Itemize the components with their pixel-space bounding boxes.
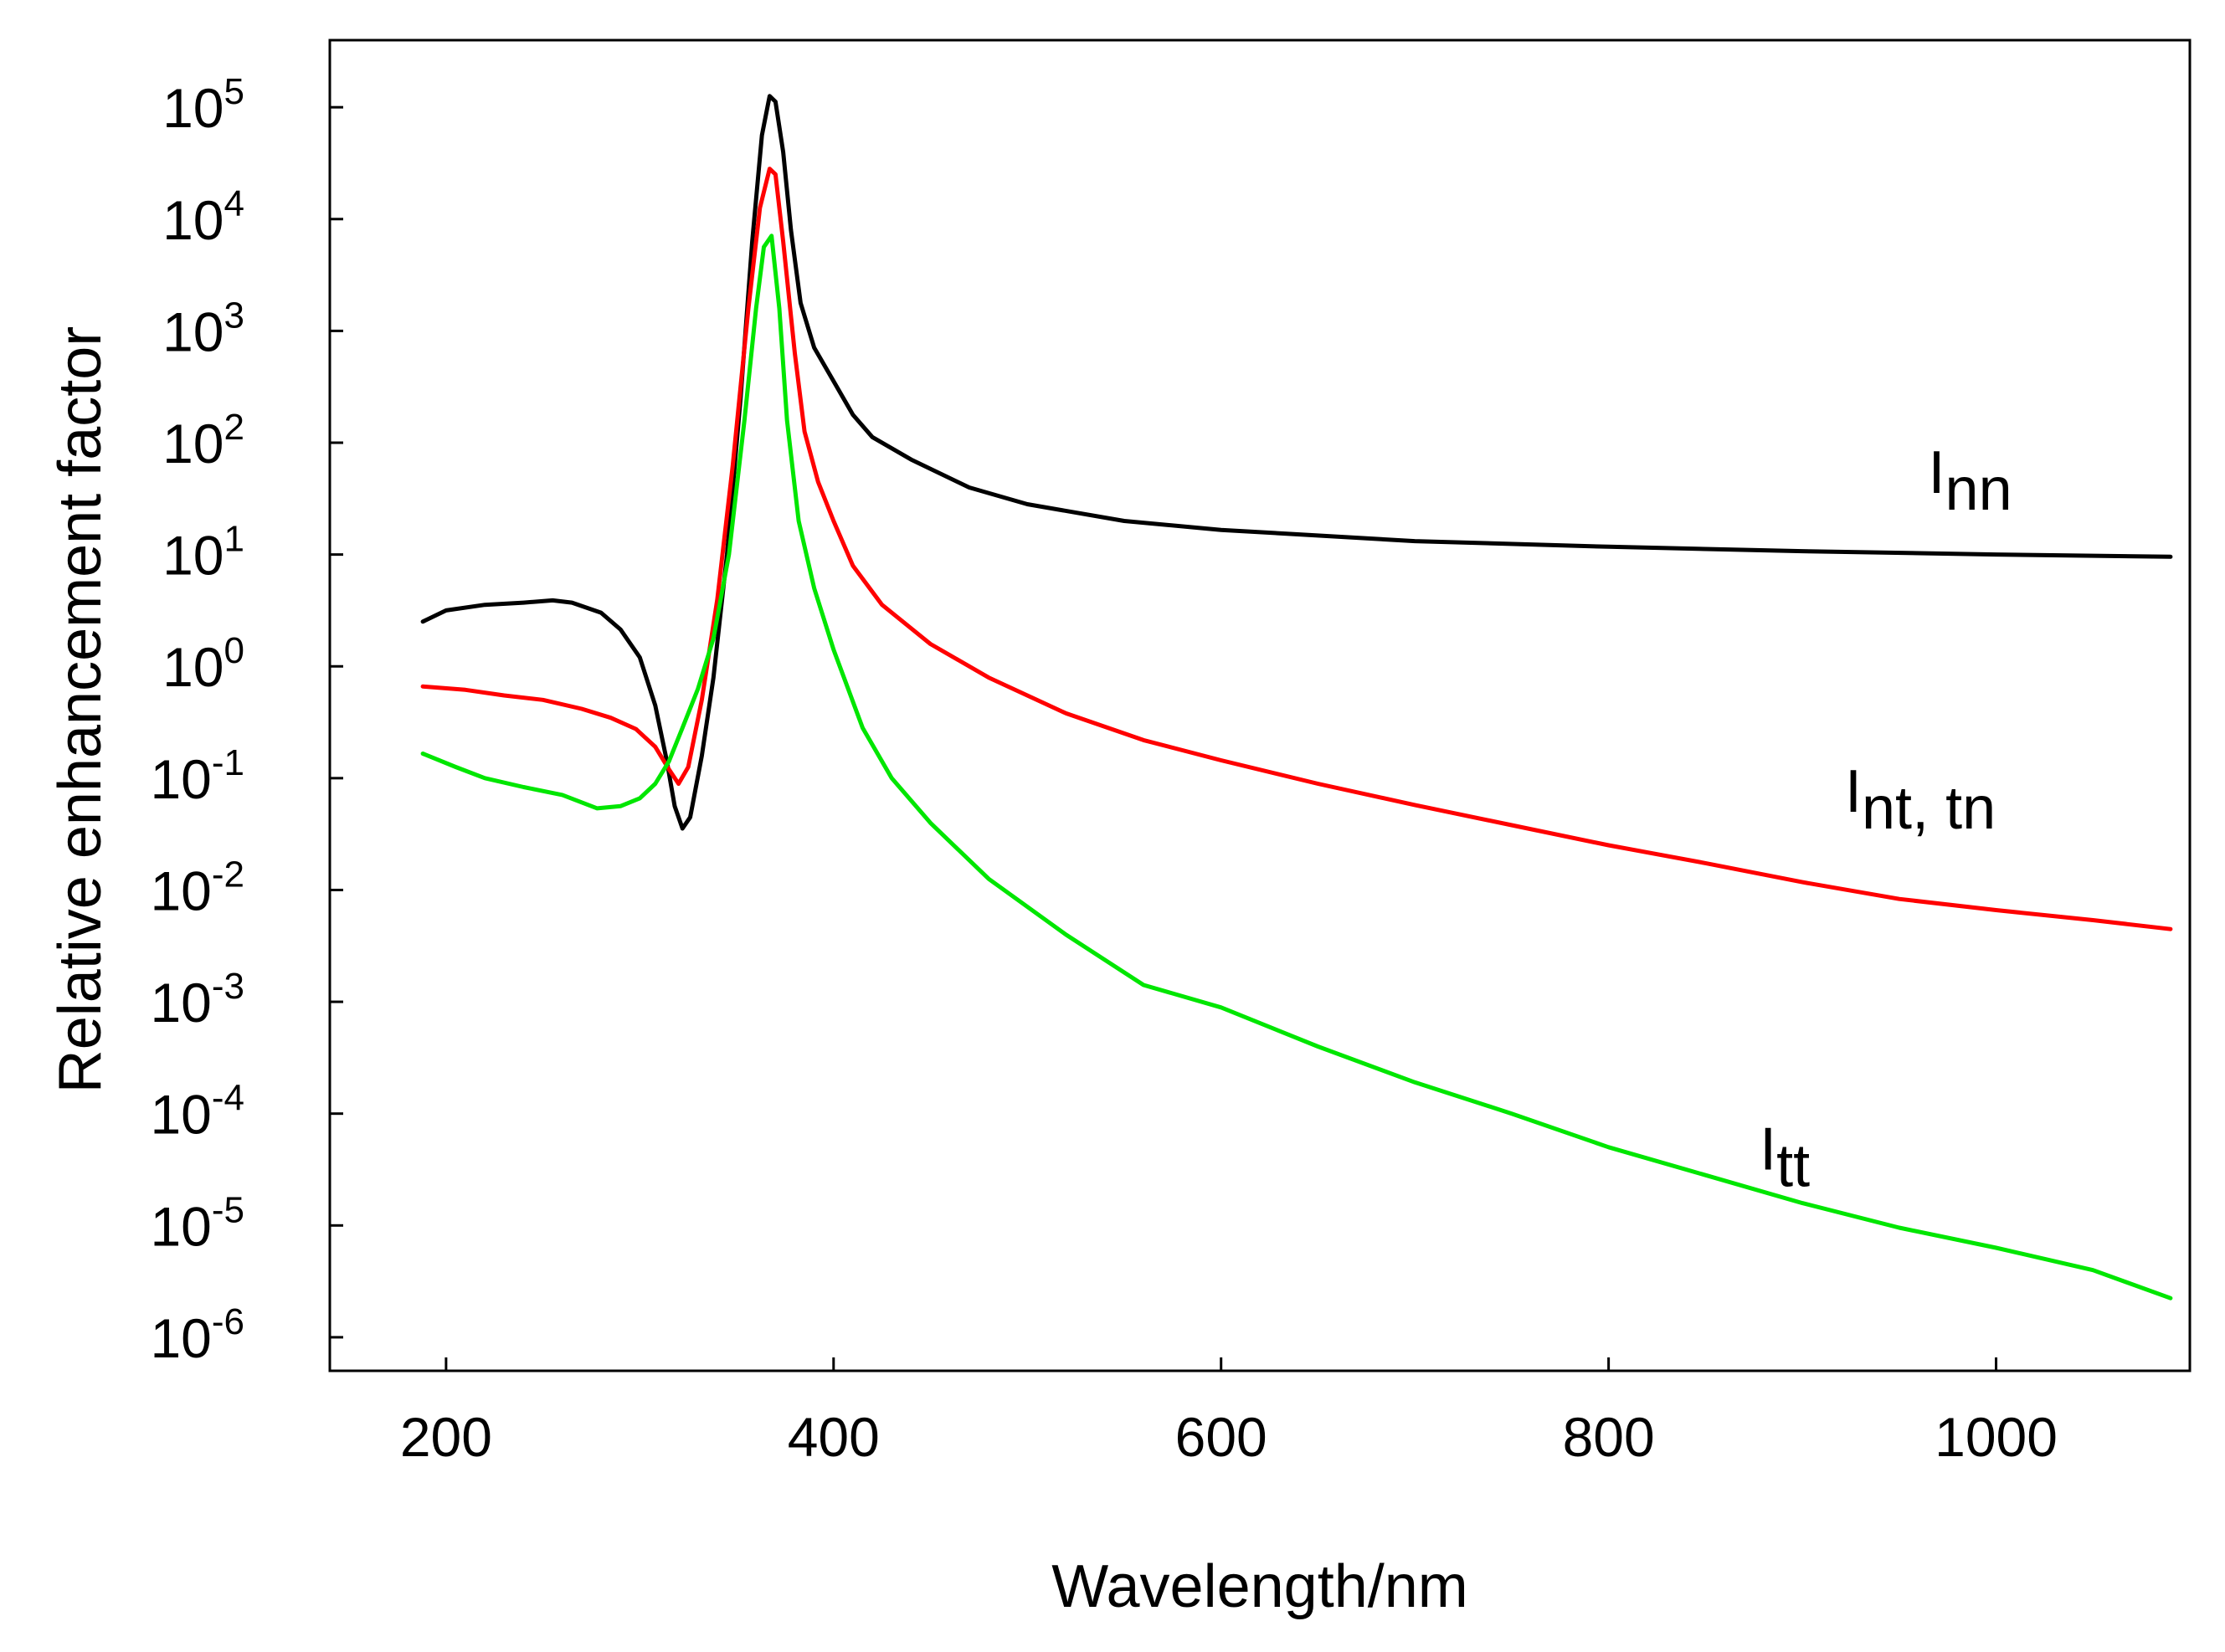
series-label-nt-tn: Int, tn [1845,758,1996,842]
series-layer [420,94,2173,1301]
y-tick-label: 101 [162,519,244,587]
plot-frame [328,38,2192,1372]
y-tick-label: 104 [162,183,244,251]
y-tick-label: 10-6 [150,1301,244,1369]
y-axis-ticks: 105 104 103 102 101 100 10-1 10-2 10-3 10-4 10-5 10… [150,71,343,1369]
y-axis-label: Relative enhancement factor [47,326,114,1094]
x-tick-label: 800 [1563,1406,1655,1468]
y-tick-label: 10-4 [150,1078,244,1146]
curve-labels: Inn Int, tn Itt [1760,439,2012,1199]
y-tick-label: 102 [162,407,244,475]
x-axis-ticks: 200 400 600 800 1000 [400,1357,2058,1468]
y-tick-label: 103 [162,295,244,362]
x-tick-label: 400 [788,1406,880,1468]
x-axis-label: Wavelength/nm [1051,1553,1468,1620]
y-tick-label: 10-2 [150,854,244,921]
x-tick-label: 200 [400,1406,492,1468]
series-label-tt: Itt [1760,1116,1810,1199]
y-tick-label: 10-1 [150,742,244,810]
y-tick-label: 100 [162,630,244,698]
series-line-tt [420,233,2173,1301]
series-line-nn [420,94,2173,831]
x-tick-label: 600 [1175,1406,1267,1468]
y-tick-label: 10-3 [150,966,244,1034]
series-line-nt-tn [420,167,2173,931]
y-tick-label: 10-5 [150,1189,244,1257]
series-label-nn: Inn [1929,439,2012,523]
x-tick-label: 1000 [1935,1406,2058,1468]
y-tick-label: 105 [162,71,244,139]
